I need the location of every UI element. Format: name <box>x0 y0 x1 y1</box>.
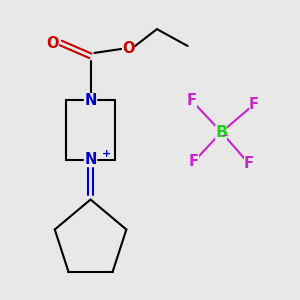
Text: F: F <box>249 97 259 112</box>
Text: N: N <box>84 152 97 167</box>
Text: N: N <box>84 93 97 108</box>
Text: O: O <box>122 41 134 56</box>
Text: −: − <box>221 131 230 141</box>
Text: +: + <box>102 149 111 159</box>
Text: F: F <box>187 93 196 108</box>
Text: O: O <box>47 35 59 50</box>
Text: F: F <box>189 154 199 169</box>
Text: F: F <box>244 156 254 171</box>
Text: B: B <box>215 125 227 140</box>
